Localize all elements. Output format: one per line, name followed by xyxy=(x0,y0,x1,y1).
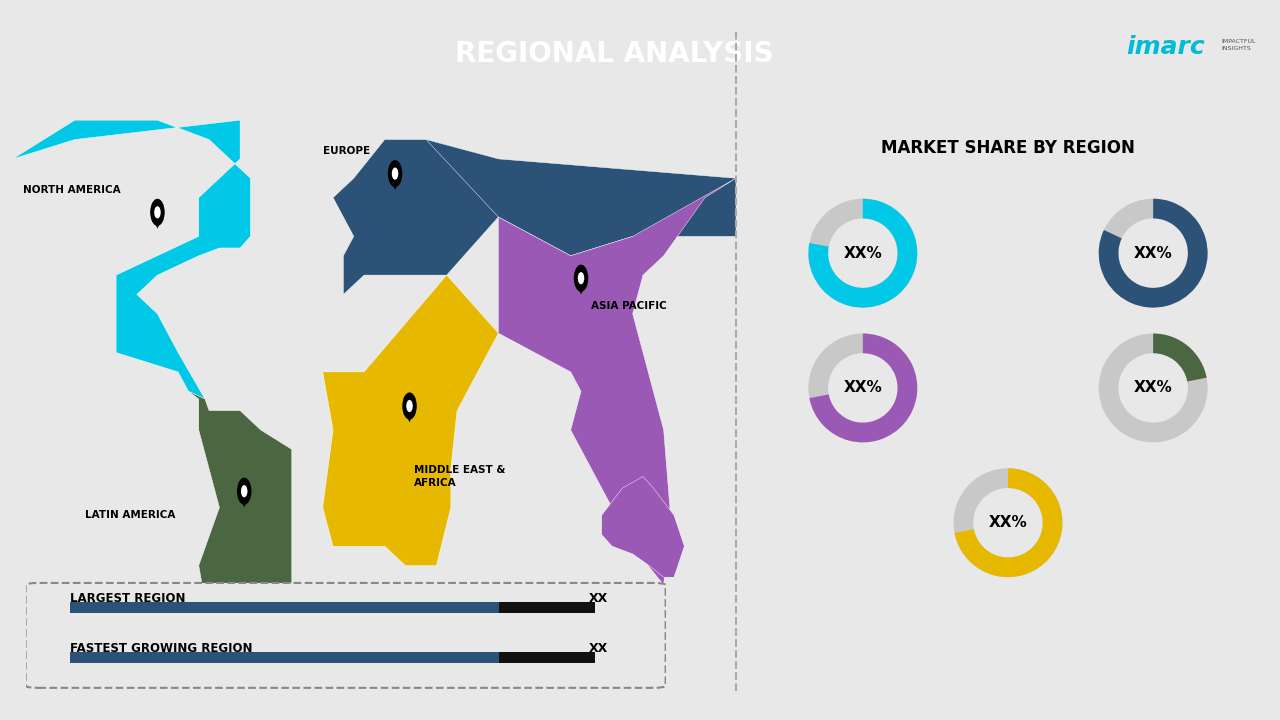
Wedge shape xyxy=(954,468,1062,577)
Wedge shape xyxy=(809,333,918,442)
Polygon shape xyxy=(323,275,498,566)
Wedge shape xyxy=(1098,199,1207,307)
Polygon shape xyxy=(498,179,736,585)
Circle shape xyxy=(573,265,589,292)
Polygon shape xyxy=(150,212,165,229)
Text: XX%: XX% xyxy=(988,516,1028,530)
Text: imarc: imarc xyxy=(1126,35,1206,59)
Wedge shape xyxy=(809,333,918,442)
FancyArrow shape xyxy=(499,652,595,663)
Circle shape xyxy=(392,168,398,180)
Text: ASIA PACIFIC: ASIA PACIFIC xyxy=(591,301,667,311)
Text: REGIONAL ANALYSIS: REGIONAL ANALYSIS xyxy=(456,40,773,68)
Polygon shape xyxy=(188,391,292,643)
Polygon shape xyxy=(13,120,251,399)
Circle shape xyxy=(388,160,402,187)
Wedge shape xyxy=(809,199,918,307)
FancyArrow shape xyxy=(499,602,595,613)
Wedge shape xyxy=(955,468,1062,577)
Text: XX%: XX% xyxy=(1134,246,1172,261)
Wedge shape xyxy=(1098,199,1207,307)
Polygon shape xyxy=(602,477,685,577)
Polygon shape xyxy=(388,174,402,190)
Circle shape xyxy=(150,199,165,226)
Text: XX: XX xyxy=(589,642,608,655)
Text: XX: XX xyxy=(589,592,608,605)
Polygon shape xyxy=(333,140,498,294)
Text: FASTEST GROWING REGION: FASTEST GROWING REGION xyxy=(70,642,253,655)
FancyArrow shape xyxy=(70,602,499,613)
Text: XX%: XX% xyxy=(844,246,882,261)
Text: LARGEST REGION: LARGEST REGION xyxy=(70,592,186,605)
Circle shape xyxy=(402,392,417,420)
Text: MIDDLE EAST &
AFRICA: MIDDLE EAST & AFRICA xyxy=(413,465,506,487)
Text: XX%: XX% xyxy=(844,380,882,395)
Wedge shape xyxy=(1098,333,1207,442)
Wedge shape xyxy=(1153,333,1207,382)
Text: IMPACTFUL
INSIGHTS: IMPACTFUL INSIGHTS xyxy=(1221,40,1256,51)
Text: LATIN AMERICA: LATIN AMERICA xyxy=(84,510,175,521)
Polygon shape xyxy=(573,278,589,294)
Polygon shape xyxy=(402,406,417,422)
Text: EUROPE: EUROPE xyxy=(323,146,370,156)
Circle shape xyxy=(154,206,161,218)
FancyBboxPatch shape xyxy=(26,583,666,688)
Polygon shape xyxy=(426,140,736,256)
Text: XX%: XX% xyxy=(1134,380,1172,395)
Polygon shape xyxy=(237,491,251,508)
Circle shape xyxy=(406,400,412,412)
Wedge shape xyxy=(809,199,918,307)
Circle shape xyxy=(241,485,247,498)
FancyArrow shape xyxy=(70,652,499,663)
Text: NORTH AMERICA: NORTH AMERICA xyxy=(23,185,120,195)
Text: MARKET SHARE BY REGION: MARKET SHARE BY REGION xyxy=(881,139,1135,157)
Circle shape xyxy=(237,477,251,505)
Circle shape xyxy=(577,272,584,284)
